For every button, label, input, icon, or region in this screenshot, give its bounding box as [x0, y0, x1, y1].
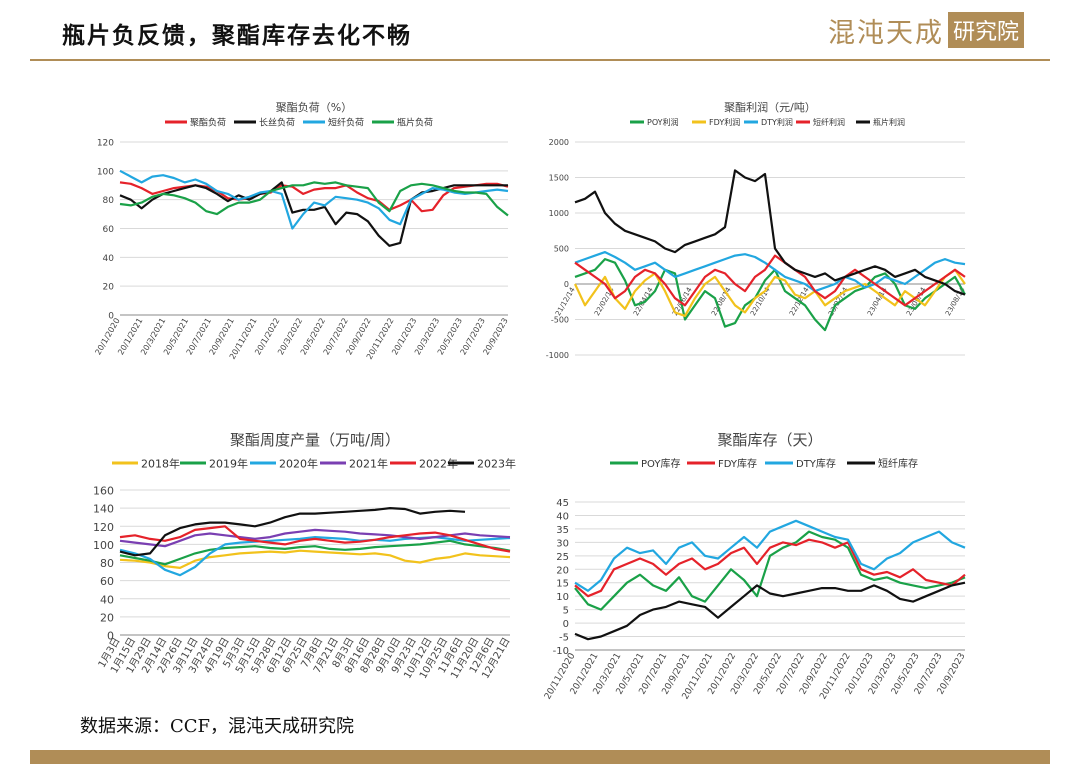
legend-label: 2019年 — [209, 457, 248, 471]
series-line — [574, 581, 966, 641]
series-line — [574, 538, 966, 598]
y-tick-label: 0 — [108, 312, 114, 322]
series-line — [119, 535, 511, 577]
chart-title: 聚酯负荷（%） — [276, 100, 352, 114]
legend-label: 瓶片利润 — [873, 117, 905, 127]
series-line — [119, 181, 509, 213]
y-tick-label: 60 — [100, 575, 114, 588]
y-tick-label: 60 — [103, 225, 115, 235]
chart-polyester-inventory: 聚酯库存（天） POY库存 FDY库存 DTY库存 短纤库存 -10 -5 0 5 10 15 20 2… — [543, 431, 968, 701]
y-tick-label: 30 — [556, 538, 569, 549]
y-tick-label: 1500 — [549, 174, 569, 183]
y-tick-label: 5 — [563, 606, 569, 617]
y-tick-label: 0 — [564, 280, 569, 289]
logo-brand: 混沌天成 — [828, 17, 944, 49]
y-tick-label: 10 — [556, 592, 569, 603]
data-source: 数据来源：CCF，混沌天成研究院 — [80, 716, 355, 737]
y-tick-label: 120 — [93, 521, 114, 534]
logo-sub: 研究院 — [948, 12, 1025, 48]
chart-title: 聚酯周度产量（万吨/周） — [230, 431, 400, 449]
chart-polyester-output: 聚酯周度产量（万吨/周）2018年 2019年 2020年 2021年 2022年 202… — [93, 431, 516, 681]
y-tick-label: 2000 — [549, 138, 569, 147]
legend-label: DTY库存 — [796, 457, 836, 470]
x-tick-label: 22/08/14 — [710, 286, 733, 318]
legend-label: FDY利润 — [709, 117, 740, 127]
logo: 混沌天成 研究院 — [828, 12, 1025, 49]
header-divider — [30, 59, 1050, 61]
series-line — [119, 549, 511, 569]
legend-label: POY利润 — [647, 117, 679, 127]
y-tick-label: 45 — [556, 498, 569, 509]
series-line — [574, 530, 966, 611]
y-tick-label: -10 — [553, 646, 569, 657]
y-tick-label: 0 — [563, 619, 569, 630]
x-tick-label: 21/12/14 — [554, 286, 577, 318]
series-line — [574, 519, 966, 592]
legend-label: 2021年 — [349, 457, 388, 471]
legend-label: 2022年 — [419, 457, 458, 471]
y-tick-label: 40 — [556, 511, 569, 522]
legend-label: 2020年 — [279, 457, 318, 471]
y-tick-label: 20 — [103, 283, 115, 293]
y-tick-label: 80 — [103, 196, 115, 206]
y-tick-label: 140 — [93, 503, 114, 516]
y-tick-label: 100 — [97, 167, 114, 177]
series-line — [574, 254, 966, 307]
y-tick-label: 35 — [556, 525, 569, 536]
series-line — [119, 528, 511, 548]
y-tick-label: 80 — [100, 557, 114, 570]
legend-label: POY库存 — [641, 457, 680, 470]
y-tick-label: -1000 — [546, 351, 569, 360]
y-tick-label: -5 — [559, 633, 569, 644]
y-tick-label: 40 — [103, 254, 115, 264]
series-line — [574, 169, 966, 296]
y-tick-label: 0 — [107, 630, 114, 643]
y-tick-label: 100 — [93, 539, 114, 552]
page-title: 瓶片负反馈，聚酯库存去化不畅 — [62, 22, 412, 49]
y-tick-label: 1000 — [549, 209, 569, 218]
series-line — [119, 525, 511, 553]
chart-polyester-profit: 聚酯利润（元/吨） POY利润 FDY利润 DTY利润 短纤利润 瓶片利润 -1000 -50… — [546, 100, 967, 360]
y-tick-label: 160 — [93, 485, 114, 498]
legend-label: 2023年 — [477, 457, 516, 471]
footer-bar — [30, 750, 1050, 764]
y-tick-label: 20 — [100, 611, 114, 624]
series-line — [119, 169, 509, 230]
y-tick-label: 120 — [97, 139, 114, 149]
chart-title: 聚酯库存（天） — [717, 431, 822, 449]
series-line — [574, 268, 966, 317]
y-tick-label: 500 — [554, 245, 569, 254]
legend-label: 瓶片负荷 — [397, 117, 433, 129]
legend-label: FDY库存 — [718, 457, 757, 470]
legend-label: 短纤库存 — [878, 457, 918, 470]
y-tick-label: 15 — [556, 579, 569, 590]
y-tick-label: 20 — [556, 565, 569, 576]
legend-label: 短纤利润 — [813, 117, 845, 127]
legend-label: DTY利润 — [761, 117, 793, 127]
series-line — [574, 251, 966, 293]
legend-label: 2018年 — [141, 457, 180, 471]
y-tick-label: 25 — [556, 552, 569, 563]
series-line — [574, 258, 966, 332]
chart-title: 聚酯利润（元/吨） — [724, 100, 816, 114]
legend-label: 长丝负荷 — [259, 117, 295, 129]
series-line — [119, 506, 466, 557]
y-tick-label: -500 — [551, 316, 569, 325]
chart-polyester-load: 聚酯负荷（%）聚酯负荷 长丝负荷 短纤负荷 瓶片负荷02040608010012020… — [93, 100, 509, 361]
y-tick-label: 40 — [100, 593, 114, 606]
legend-label: 聚酯负荷 — [190, 117, 226, 129]
legend-label: 短纤负荷 — [328, 117, 364, 129]
series-line — [119, 181, 509, 217]
series-line — [119, 539, 511, 566]
